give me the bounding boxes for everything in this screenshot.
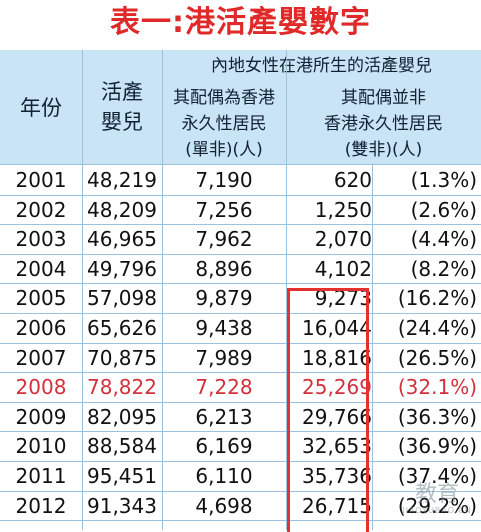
cell-double-percent: (26.5%) [397, 345, 477, 370]
highlight-box [287, 288, 369, 532]
cell-year: 2008 [15, 375, 67, 400]
cell-year: 2010 [15, 434, 67, 459]
cell-year: 2003 [15, 227, 67, 252]
cell-live-births: 78,822 [87, 375, 157, 400]
cell-year: 2006 [15, 315, 67, 340]
table-row: 2007 70,875 7,989 18,816 (26.5%) [0, 344, 481, 374]
cell-year: 2005 [15, 286, 67, 311]
cell-live-births: 82,095 [87, 404, 157, 429]
cell-double: 18,816 [302, 345, 372, 370]
cell-double: 25,269 [302, 375, 372, 400]
cell-single: 7,962 [195, 227, 253, 252]
table-row: 2002 48,209 7,256 1,250 (2.6%) [0, 196, 481, 226]
cell-single: 7,256 [195, 197, 253, 222]
cell-single: 7,190 [195, 168, 253, 192]
header-divider [0, 164, 481, 165]
cell-double-percent: (2.6%) [410, 197, 477, 222]
cell-double-percent: (29.2%) [397, 493, 477, 518]
header-double: 其配偶並非 香港永久性居民 (雙非)(人) [286, 82, 481, 164]
cell-year: 2012 [15, 493, 67, 518]
cell-live-births: 65,626 [87, 315, 157, 340]
table-row: 2010 88,584 6,169 32,653 (36.9%) [0, 432, 481, 462]
cell-double-percent: (32.1%) [397, 375, 477, 400]
table-row: 2004 49,796 8,896 4,102 (8.2%) [0, 255, 481, 285]
cell-double-percent: (4.4%) [410, 227, 477, 252]
cell-live-births: 48,209 [87, 197, 157, 222]
cell-double-percent: (36.9%) [397, 434, 477, 459]
cell-double-percent: (37.4%) [397, 463, 477, 488]
column-divider [286, 50, 287, 530]
cell-double-percent: (36.3%) [397, 404, 477, 429]
cell-year: 2011 [15, 463, 67, 488]
cell-year: 2001 [15, 168, 67, 192]
cell-live-births: 49,796 [87, 256, 157, 281]
cell-live-births: 57,098 [87, 286, 157, 311]
cell-single: 6,169 [195, 434, 253, 459]
page-title: 表一:港活產嬰數字 [110, 5, 371, 40]
cell-double: 32,653 [302, 434, 372, 459]
column-divider [162, 50, 163, 530]
cell-single: 8,896 [195, 256, 253, 281]
cell-live-births: 88,584 [87, 434, 157, 459]
cell-double-percent: (8.2%) [410, 256, 477, 281]
header-mainland-group: 內地女性在港所生的活產嬰兒 [162, 50, 481, 82]
column-divider [372, 164, 373, 530]
cell-double: 35,736 [302, 463, 372, 488]
cell-single: 4,698 [195, 493, 253, 518]
table-row: 2005 57,098 9,879 9,273 (16.2%) [0, 284, 481, 314]
cell-single: 9,879 [195, 286, 253, 311]
header-year: 年份 [0, 50, 82, 164]
cell-double-percent: (1.3%) [410, 168, 477, 192]
table-row: 2008 78,822 7,228 25,269 (32.1%) [0, 373, 481, 403]
cell-double: 29,766 [302, 404, 372, 429]
cell-year: 2004 [15, 256, 67, 281]
column-divider [82, 50, 83, 530]
table-body: 2001 48,219 7,190 620 (1.3%) 2002 48,209 7,256 1… [0, 166, 481, 521]
header-live-births: 活產 嬰兒 [82, 50, 162, 164]
cell-single: 7,228 [195, 375, 253, 400]
cell-year: 2007 [15, 345, 67, 370]
cell-double-percent: (16.2%) [397, 286, 477, 311]
table-row: 2006 65,626 9,438 16,044 (24.4%) [0, 314, 481, 344]
cell-double: 16,044 [302, 315, 372, 340]
table-row: 2001 48,219 7,190 620 (1.3%) [0, 166, 481, 196]
cell-single: 6,110 [195, 463, 253, 488]
cell-live-births: 95,451 [87, 463, 157, 488]
cell-live-births: 48,219 [87, 168, 157, 192]
cell-live-births: 46,965 [87, 227, 157, 252]
cell-double-percent: (24.4%) [397, 315, 477, 340]
cell-single: 6,213 [195, 404, 253, 429]
cell-single: 7,989 [195, 345, 253, 370]
cell-live-births: 70,875 [87, 345, 157, 370]
cell-live-births: 91,343 [87, 493, 157, 518]
cell-double: 1,250 [314, 197, 372, 222]
cell-year: 2009 [15, 404, 67, 429]
watermark-logo: 教育 JIAOYUBAO.CN [402, 482, 472, 515]
cell-double: 2,070 [314, 227, 372, 252]
cell-double: 620 [333, 168, 372, 192]
table-row: 2009 82,095 6,213 29,766 (36.3%) [0, 403, 481, 433]
table-row: 2011 95,451 6,110 35,736 (37.4%) [0, 462, 481, 492]
cell-single: 9,438 [195, 315, 253, 340]
header-single: 其配偶為香港 永久性居民 (單非)(人) [162, 82, 286, 164]
table-row: 2012 91,343 4,698 26,715 (29.2%) [0, 492, 481, 522]
cell-year: 2002 [15, 197, 67, 222]
cell-double: 26,715 [302, 493, 372, 518]
cell-double: 4,102 [314, 256, 372, 281]
table-row: 2003 46,965 7,962 2,070 (4.4%) [0, 225, 481, 255]
